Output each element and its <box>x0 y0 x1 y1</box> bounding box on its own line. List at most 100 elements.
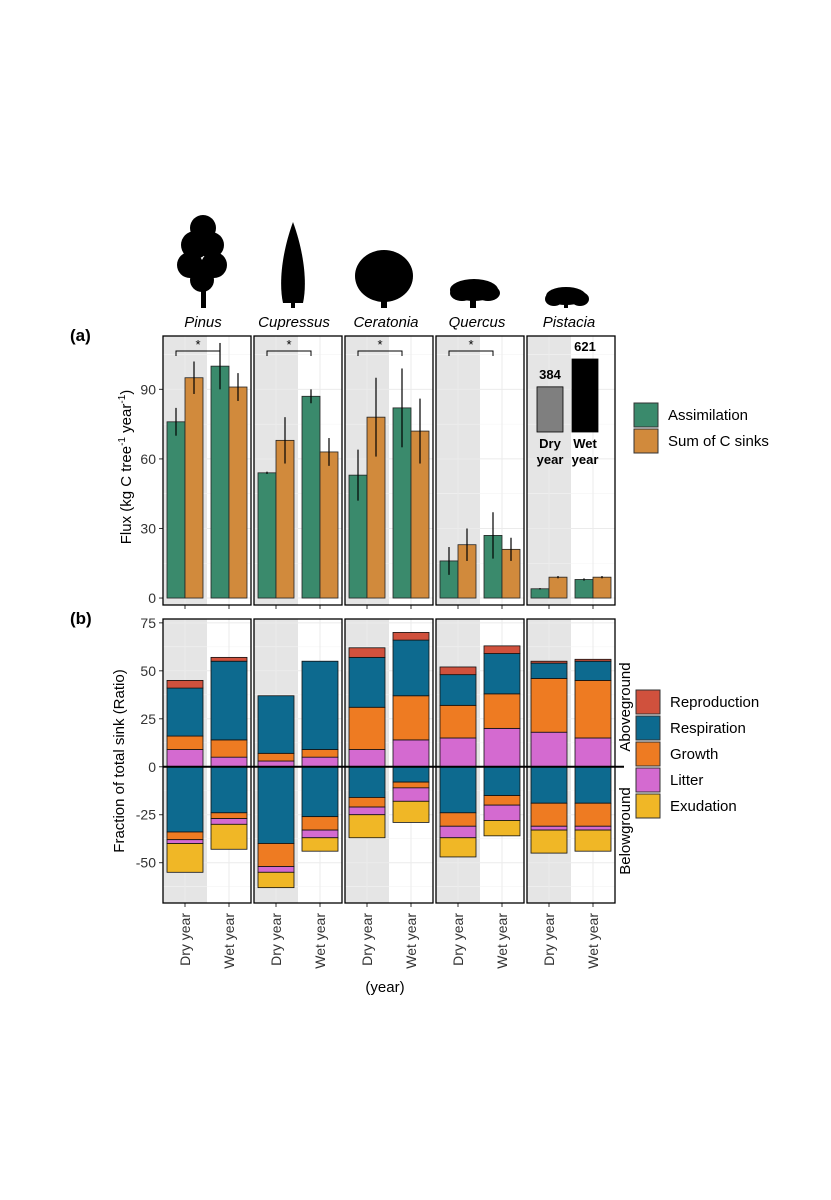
stack-above-reproduction-quercus-wet <box>483 645 521 654</box>
stack-above-reproduction-quercus-dry <box>439 666 477 676</box>
ceratonia-tree-icon <box>355 250 413 308</box>
stack-above-reproduction-pinus-dry <box>166 680 204 689</box>
bar-sinks-pinus-wet <box>228 386 248 599</box>
stack-below-exudation-cupressus-dry <box>257 871 295 889</box>
panel-b-ytick-label: -25 <box>136 807 156 823</box>
stack-above-litter-pistacia-dry <box>530 731 568 768</box>
panel-a-frame-pistacia <box>526 335 616 606</box>
x-tick-label-cupressus-wet: Wet year <box>312 913 328 969</box>
panel-b-frame-pistacia <box>526 618 616 904</box>
inset-label-dry-line2: year <box>537 452 564 467</box>
stack-below-litter-cupressus-wet <box>301 829 339 839</box>
aboveground-label: Aboveground <box>617 662 634 751</box>
inset-label-wet-line1: Wet <box>573 436 597 451</box>
pistacia-tree-icon <box>545 287 589 308</box>
bar-sinks-pistacia-dry <box>548 576 568 599</box>
stack-below-exudation-pistacia-dry <box>530 829 568 854</box>
panel-b-ylabel: Fraction of total sink (Ratio) <box>111 669 128 852</box>
stack-above-respiration-pistacia-wet <box>574 660 612 681</box>
bar-sinks-cupressus-dry <box>275 439 295 599</box>
bar-sinks-pinus-dry <box>184 377 204 599</box>
panel-a-frame-ceratonia <box>344 335 434 606</box>
bar-assimilation-cupressus-wet <box>301 395 321 599</box>
stack-above-respiration-cupressus-wet <box>301 660 339 750</box>
stack-above-litter-pinus-dry <box>166 749 204 768</box>
significance-star-pinus: * <box>195 337 200 352</box>
x-tick-label-pistacia-wet: Wet year <box>585 913 601 969</box>
stack-above-growth-pistacia-dry <box>530 678 568 733</box>
panel-a-frame-cupressus <box>253 335 343 606</box>
significance-bracket-pinus <box>175 350 221 356</box>
stack-above-growth-quercus-dry <box>439 704 477 739</box>
stack-below-respiration-cupressus-dry <box>257 766 295 844</box>
stack-below-growth-quercus-dry <box>439 812 477 827</box>
stack-above-growth-cupressus-wet <box>301 749 339 758</box>
bar-assimilation-pinus-wet <box>210 365 230 599</box>
x-tick-label-ceratonia-wet: Wet year <box>403 913 419 969</box>
inset-label-dry-line1: Dry <box>539 436 561 451</box>
stack-below-litter-cupressus-dry <box>257 866 295 873</box>
stack-above-litter-ceratonia-dry <box>348 749 386 768</box>
stack-above-respiration-quercus-dry <box>439 674 477 706</box>
belowground-label: Belowground <box>617 787 634 875</box>
stack-below-exudation-pinus-wet <box>210 823 248 850</box>
stack-above-litter-quercus-dry <box>439 737 477 768</box>
inset-value-wet-year: 621 <box>574 339 596 354</box>
x-tick-label-pistacia-dry: Dry year <box>541 913 557 966</box>
stack-below-respiration-quercus-dry <box>439 766 477 814</box>
bar-assimilation-cupressus-dry <box>257 472 277 599</box>
stack-below-growth-quercus-wet <box>483 795 521 806</box>
stack-above-respiration-ceratonia-wet <box>392 639 430 697</box>
bar-assimilation-pinus-dry <box>166 421 186 599</box>
x-tick-label-ceratonia-dry: Dry year <box>359 913 375 966</box>
stack-below-exudation-cupressus-wet <box>301 837 339 852</box>
panel-a-ytick-label: 30 <box>140 520 156 536</box>
panel-b-ytick-label: 0 <box>148 759 156 775</box>
stack-below-growth-pinus-dry <box>166 831 204 841</box>
legend-swatch-sinks <box>633 428 659 454</box>
panel-b-label: (b) <box>70 609 92 628</box>
stack-above-respiration-pinus-dry <box>166 687 204 737</box>
stack-above-respiration-cupressus-dry <box>257 695 295 754</box>
stack-above-growth-cupressus-dry <box>257 752 295 762</box>
panel-b-frame-quercus <box>435 618 525 904</box>
facet-label-quercus: Quercus <box>449 314 506 331</box>
inset-label-wet-line2: year <box>572 452 599 467</box>
x-tick-label-pinus-dry: Dry year <box>177 913 193 966</box>
significance-bracket-ceratonia <box>357 350 403 356</box>
stack-below-respiration-pistacia-dry <box>530 766 568 804</box>
stack-below-litter-pinus-wet <box>210 818 248 825</box>
panel-a-ytick-label: 90 <box>140 381 156 397</box>
legend-swatch-assimilation <box>633 402 659 428</box>
significance-star-quercus: * <box>468 337 473 352</box>
stack-below-growth-ceratonia-dry <box>348 797 386 808</box>
inset-bar-dry-year <box>536 386 564 433</box>
stack-below-litter-pistacia-wet <box>574 825 612 831</box>
panel-b-ytick-label: -50 <box>136 855 156 871</box>
stack-above-growth-pinus-dry <box>166 735 204 750</box>
legend-label-growth: Growth <box>670 746 718 763</box>
stack-above-growth-ceratonia-wet <box>392 695 430 741</box>
bar-sinks-pistacia-wet <box>592 576 612 599</box>
panel-b-ytick-label: 25 <box>140 711 156 727</box>
stack-above-litter-quercus-wet <box>483 727 521 768</box>
facet-label-pinus: Pinus <box>184 314 222 331</box>
stack-above-respiration-pistacia-dry <box>530 662 568 679</box>
significance-bracket-cupressus <box>266 350 312 356</box>
pinus-tree-icon <box>177 215 227 308</box>
legend-label-litter: Litter <box>670 772 703 789</box>
stack-above-litter-ceratonia-wet <box>392 739 430 768</box>
panel-b-frame-ceratonia <box>344 618 434 904</box>
stack-below-litter-pistacia-dry <box>530 825 568 831</box>
stack-above-growth-pinus-wet <box>210 739 248 758</box>
x-tick-label-quercus-dry: Dry year <box>450 913 466 966</box>
tree-icons <box>177 215 589 308</box>
stack-above-reproduction-ceratonia-wet <box>392 632 430 641</box>
stack-above-respiration-quercus-wet <box>483 653 521 695</box>
stack-above-growth-pistacia-wet <box>574 680 612 739</box>
stack-below-respiration-quercus-wet <box>483 766 521 796</box>
legend-label-reproduction: Reproduction <box>670 694 759 711</box>
legend-swatch-exudation <box>635 793 661 819</box>
panel-b-frame-cupressus <box>253 618 343 904</box>
